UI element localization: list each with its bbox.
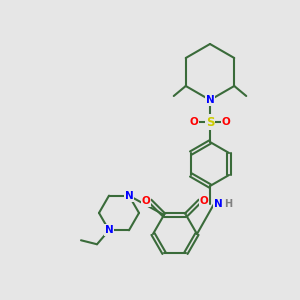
Text: N: N	[214, 199, 222, 209]
Text: N: N	[105, 225, 113, 235]
Text: O: O	[222, 117, 230, 127]
Text: O: O	[142, 196, 150, 206]
Text: O: O	[190, 117, 198, 127]
Text: H: H	[224, 199, 232, 209]
Text: N: N	[124, 190, 134, 201]
Text: N: N	[206, 95, 214, 105]
Text: O: O	[200, 196, 208, 206]
Text: S: S	[206, 116, 214, 128]
